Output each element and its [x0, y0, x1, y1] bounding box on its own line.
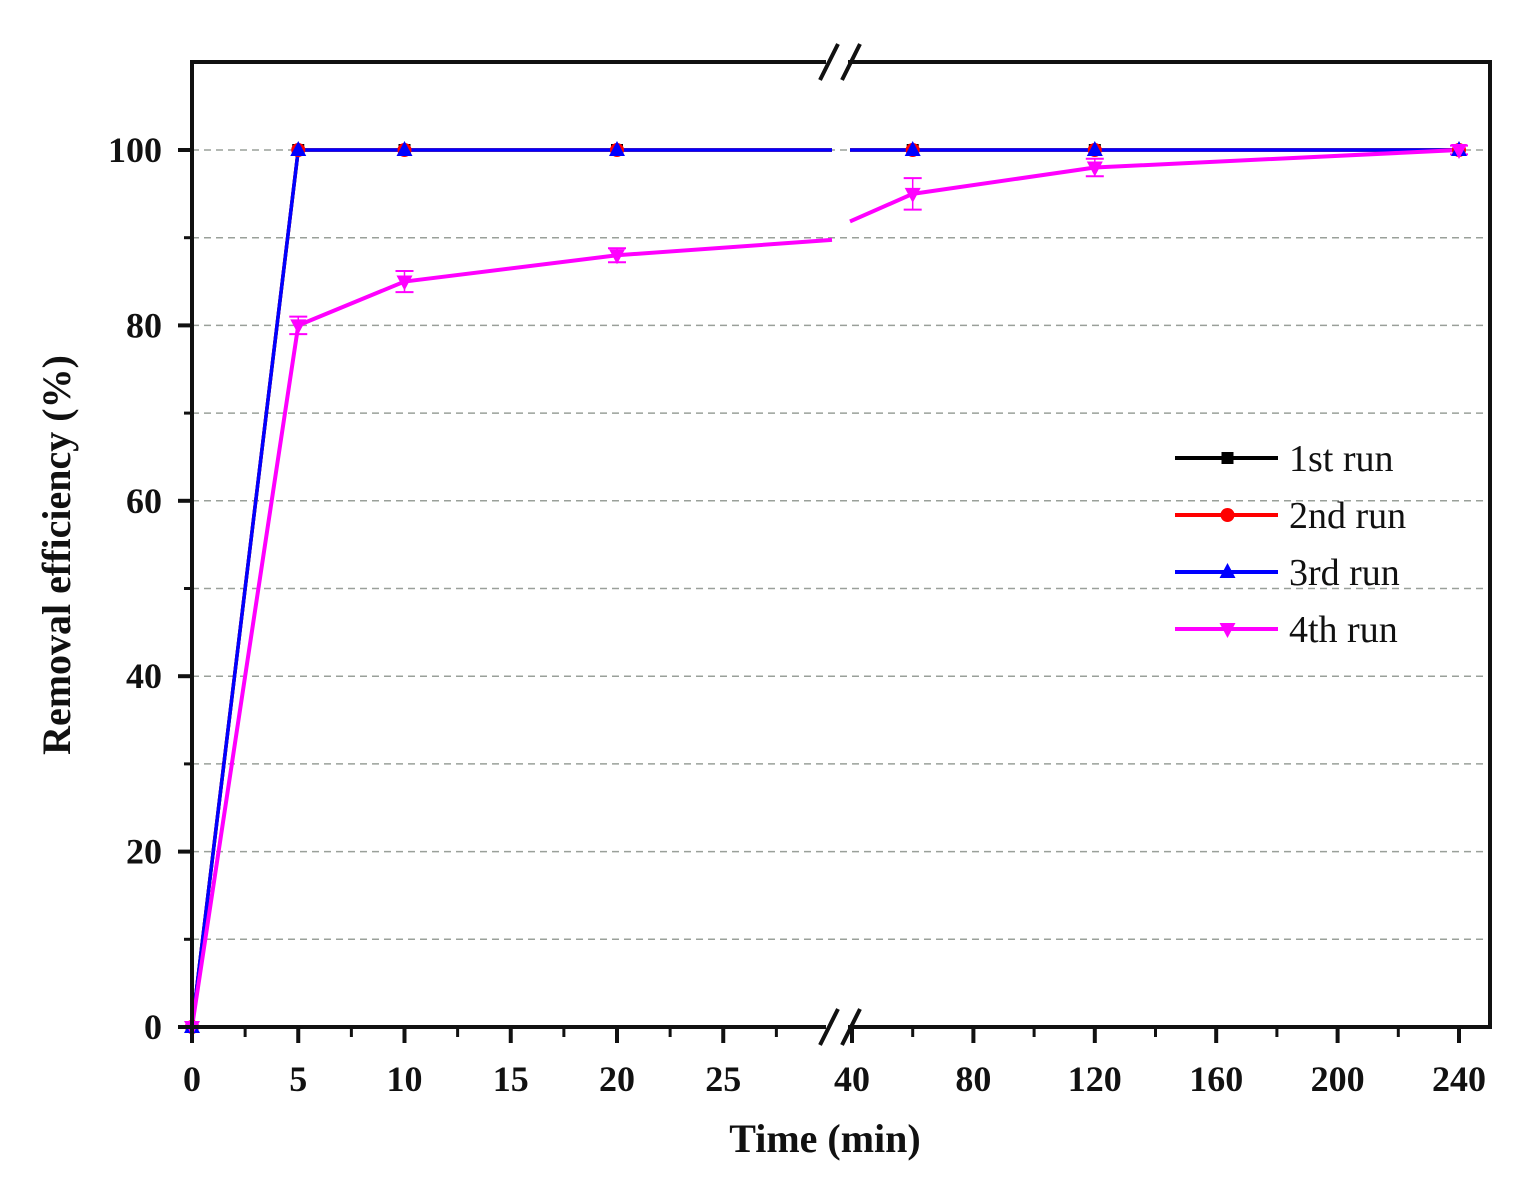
x-tick-label: 5: [289, 1059, 307, 1099]
triangle-down-marker-icon: [1451, 144, 1467, 159]
triangle-up-marker-icon: [1219, 563, 1236, 578]
x-tick-label: 15: [493, 1059, 529, 1099]
axis-break-icon: [840, 43, 862, 81]
legend-item: 2nd run: [1175, 495, 1406, 537]
y-tick-label: 0: [144, 1007, 162, 1047]
x-tick-label: 25: [705, 1059, 741, 1099]
x-tick-label: 240: [1432, 1059, 1486, 1099]
tick-labels: 0 20 40 60 80 100 0 5 10 15 20 25 40 80 120 160 200 240: [108, 130, 1486, 1099]
legend: 1st run 2nd run 3rd run 4th run: [1175, 438, 1406, 651]
circle-marker-icon: [1220, 508, 1235, 522]
axes: [178, 43, 1492, 1046]
x-tick-label: 80: [955, 1059, 991, 1099]
y-tick-label: 80: [126, 305, 162, 345]
triangle-up-marker-icon: [290, 141, 307, 156]
square-marker-icon: [1221, 452, 1234, 464]
triangle-down-marker-icon: [1086, 161, 1103, 177]
gridlines: [192, 149, 1490, 941]
triangle-down-marker-icon: [1219, 623, 1236, 638]
x-tick-label: 10: [387, 1059, 423, 1099]
legend-item: 3rd run: [1175, 552, 1400, 594]
triangle-down-marker-icon: [290, 319, 307, 335]
series-lines: [184, 141, 1468, 1036]
triangle-down-marker-icon: [396, 275, 413, 291]
x-tick-label: 0: [183, 1059, 201, 1099]
series-line: [849, 148, 1460, 224]
triangle-up-marker-icon: [904, 141, 921, 156]
x-tick-label: 200: [1311, 1059, 1365, 1099]
triangle-down-marker-icon: [904, 187, 921, 203]
axis-break-icon: [818, 1008, 840, 1046]
triangle-up-marker-icon: [1086, 141, 1103, 156]
axis-break-icon: [818, 43, 840, 81]
y-tick-label: 20: [126, 832, 162, 872]
x-tick-label: 40: [834, 1059, 870, 1099]
x-tick-label: 160: [1189, 1059, 1243, 1099]
legend-item: 4th run: [1175, 609, 1398, 651]
legend-label: 3rd run: [1289, 552, 1400, 594]
x-tick-label: 120: [1068, 1059, 1122, 1099]
legend-label: 4th run: [1289, 609, 1398, 651]
triangle-down-marker-icon: [609, 249, 625, 265]
y-axis-title: Removal efficiency (%): [34, 355, 79, 755]
legend-item: 1st run: [1175, 438, 1394, 480]
series-line: [190, 237, 833, 1028]
triangle-up-marker-icon: [396, 141, 413, 156]
y-tick-label: 100: [108, 130, 162, 170]
x-axis-title: Time (min): [729, 1116, 920, 1161]
y-tick-label: 40: [126, 656, 162, 696]
x-tick-label: 20: [599, 1059, 635, 1099]
legend-label: 1st run: [1289, 438, 1394, 480]
legend-label: 2nd run: [1289, 495, 1406, 537]
y-tick-label: 60: [126, 481, 162, 521]
triangle-up-marker-icon: [609, 141, 625, 156]
